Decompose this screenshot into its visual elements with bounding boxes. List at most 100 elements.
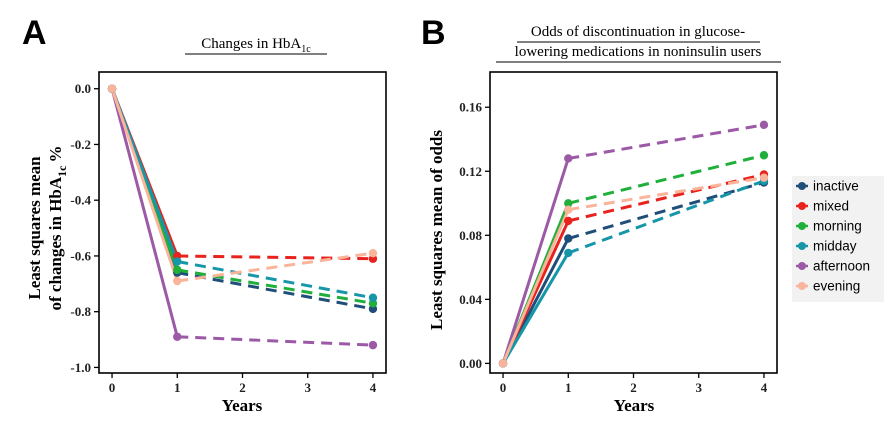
legend-swatch — [798, 202, 806, 210]
legend-label: afternoon — [813, 259, 870, 274]
series-line-solid-afternoon — [110, 87, 179, 339]
legend-label: evening — [813, 279, 860, 294]
y-tick-label: 0.08 — [459, 228, 482, 243]
data-point-evening-x1 — [173, 276, 182, 286]
series-line-dashed-afternoon — [568, 123, 765, 160]
data-point-afternoon-x4 — [368, 340, 378, 350]
legend-item-morning: morning — [796, 219, 862, 234]
x-tick-label: 3 — [695, 380, 702, 395]
panel-b-title-line2: lowering medications in noninsulin users — [515, 44, 762, 60]
panel-a-ylabel-line2: of changes in HbA1c% — [46, 146, 69, 311]
y-tick-label: -0.2 — [70, 137, 91, 152]
y-tick-label: 0.00 — [459, 356, 482, 371]
dashed-segments — [567, 123, 765, 255]
series-line-solid-evening — [110, 87, 179, 283]
y-tick-label: 0.12 — [459, 164, 482, 179]
panel-b-series — [498, 120, 769, 368]
panel-a: A Changes in HbA1c Least squares mean of… — [22, 14, 387, 415]
data-point-morning-x1 — [173, 265, 182, 275]
legend-label: mixed — [813, 199, 849, 214]
panel-b-x-axis-label: Years — [614, 396, 655, 415]
legend: inactive mixed morning midday afternoon eveni… — [792, 176, 884, 302]
data-point-midday-x4 — [368, 293, 378, 302]
legend-swatch — [798, 182, 806, 190]
panel-a-y-ticks: 0.0 -0.2 -0.4 -0.6 -0.8 -1.0 — [70, 81, 99, 375]
data-point-mixed-x1 — [564, 216, 573, 226]
series-line-solid-midday — [501, 251, 570, 365]
x-tick-label: 4 — [761, 380, 768, 395]
series-line-dashed-inactive — [567, 181, 765, 240]
series-line-dashed-afternoon — [177, 335, 374, 347]
panel-b-x-ticks: 0 1 2 3 4 — [500, 373, 768, 395]
legend-swatch — [798, 242, 806, 250]
y-tick-label: 0.0 — [75, 81, 91, 96]
y-tick-label: -0.8 — [70, 304, 91, 319]
y-tick-label: 0.04 — [459, 292, 482, 307]
x-tick-label: 3 — [304, 380, 311, 395]
legend-item-inactive: inactive — [796, 179, 859, 194]
data-point-morning-x4 — [759, 151, 769, 160]
panel-b-y-ticks: 0.00 0.04 0.08 0.12 0.16 — [459, 100, 490, 371]
legend-item-midday: midday — [796, 239, 857, 254]
legend-items: inactive mixed morning midday afternoon eveni… — [796, 179, 870, 294]
legend-label: morning — [813, 219, 862, 234]
legend-item-mixed: mixed — [796, 199, 849, 214]
y-tick-label: 0.16 — [459, 100, 482, 115]
data-point-midday-x1 — [564, 248, 573, 258]
y-tick-label: -0.4 — [70, 193, 91, 208]
panel-a-letter: A — [22, 14, 47, 52]
legend-label: inactive — [813, 179, 859, 194]
data-point-evening-x0 — [498, 359, 508, 368]
data-point-afternoon-x1 — [173, 332, 182, 341]
series-line-dashed-midday — [176, 260, 374, 300]
dashed-segments — [176, 251, 374, 347]
panel-a-plot-frame — [98, 71, 387, 374]
panel-b-plot-frame — [489, 71, 778, 374]
legend-item-afternoon: afternoon — [796, 259, 870, 274]
panel-a-x-axis-label: Years — [222, 396, 263, 415]
data-points — [107, 84, 378, 350]
data-point-evening-x4 — [368, 248, 378, 258]
x-tick-label: 2 — [630, 380, 637, 395]
data-point-afternoon-x1 — [564, 154, 573, 163]
data-point-evening-x0 — [107, 84, 117, 93]
x-tick-label: 0 — [109, 380, 116, 395]
data-points — [498, 120, 769, 368]
data-point-inactive-x1 — [564, 234, 573, 243]
panel-a-y-axis-label: Least squares mean of changes in HbA1c% — [25, 146, 69, 311]
series-line-dashed-evening — [177, 251, 374, 283]
x-tick-label: 4 — [370, 380, 377, 395]
data-point-morning-x1 — [564, 199, 573, 208]
legend-swatch — [798, 282, 806, 290]
panel-a-x-ticks: 0 1 2 3 4 — [109, 373, 377, 395]
panel-a-title: Changes in HbA1c — [201, 36, 311, 55]
data-point-midday-x1 — [173, 257, 182, 266]
legend-item-evening: evening — [796, 279, 860, 294]
panel-b: B Odds of discontinuation in glucose- lo… — [421, 14, 781, 415]
x-tick-label: 2 — [239, 380, 246, 395]
panel-b-letter: B — [421, 14, 446, 52]
panel-a-ylabel-line1: Least squares mean — [25, 156, 44, 300]
legend-swatch — [798, 262, 806, 270]
y-tick-label: -1.0 — [70, 360, 91, 375]
legend-label: midday — [813, 239, 857, 254]
series-line-dashed-morning — [177, 268, 374, 305]
x-tick-label: 1 — [565, 380, 572, 395]
series-line-solid-afternoon — [501, 156, 570, 365]
x-tick-label: 0 — [500, 380, 507, 395]
series-line-dashed-evening — [568, 176, 765, 212]
series-line-dashed-morning — [567, 153, 765, 205]
y-tick-label: -0.6 — [70, 248, 91, 263]
legend-swatch — [798, 222, 806, 230]
data-point-afternoon-x4 — [759, 120, 769, 130]
solid-segments — [110, 87, 179, 339]
series-line-solid-evening — [501, 208, 570, 365]
panel-b-title-line1: Odds of discontinuation in glucose- — [531, 24, 745, 40]
legend-background — [792, 176, 884, 302]
solid-segments — [501, 156, 570, 365]
panel-b-y-axis-label: Least squares mean of odds — [427, 130, 446, 330]
x-tick-label: 1 — [174, 380, 181, 395]
series-line-dashed-inactive — [176, 271, 374, 311]
panel-a-series — [107, 84, 378, 350]
